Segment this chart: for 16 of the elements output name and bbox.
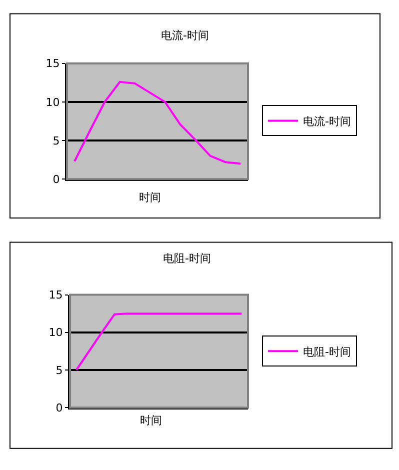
legend-label: 电阻-时间 [303,345,351,358]
legend-label: 电流-时间 [303,115,351,128]
line-series [74,80,242,165]
y-tick-label: 0 [52,172,60,186]
chart-title: 电流-时间 [161,29,209,42]
x-axis-title: 时间 [140,414,162,427]
y-tick-label: 10 [48,326,63,340]
y-tick-label: 5 [56,364,63,377]
x-axis-title: 时间 [139,191,161,204]
y-tick-label: 15 [46,57,60,70]
y-tick-label: 10 [46,96,60,109]
chart-title: 电阻-时间 [163,252,211,265]
line-series [75,312,243,371]
y-tick-label: 0 [56,401,63,414]
y-tick-label: 5 [52,134,60,148]
y-tick-label: 15 [48,288,63,302]
